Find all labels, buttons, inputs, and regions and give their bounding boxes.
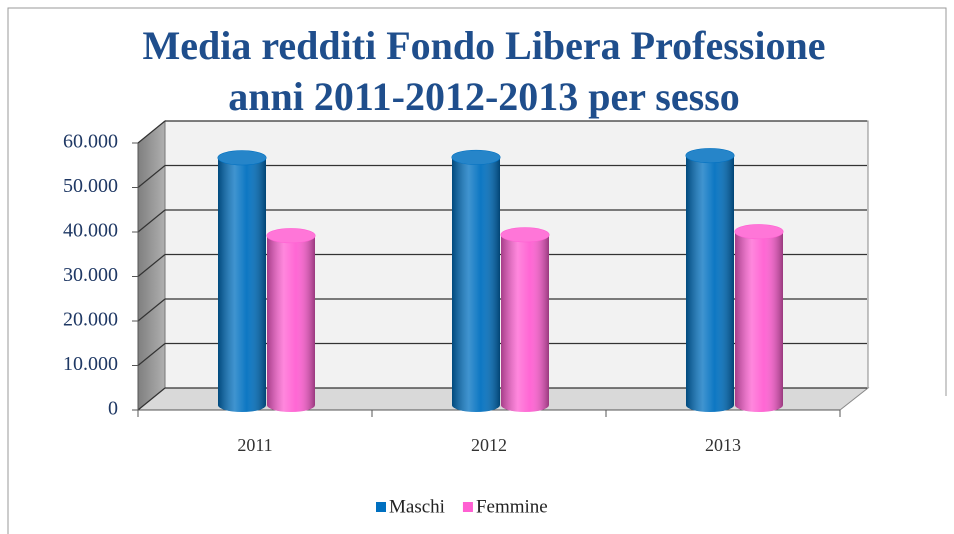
cylinder-top-highlight [267, 228, 315, 243]
y-tick-label: 50.000 [63, 175, 118, 197]
cylinder-top-highlight [735, 224, 783, 239]
cylinder-top [685, 148, 735, 164]
y-tick-label: 10.000 [63, 353, 118, 375]
chart-border [7, 7, 947, 534]
grid-line [137, 209, 166, 233]
chart-subtitle: anni 2011-2012-2013 per sesso [228, 74, 740, 119]
cylinder-top [217, 150, 267, 166]
cylinder-shade [735, 231, 783, 412]
cylinder-shade [501, 234, 549, 412]
grid-line [137, 254, 166, 277]
cylinder-shade [452, 157, 500, 412]
cylinder-shade [686, 155, 734, 412]
chart-title: Media redditi Fondo Libera Professione [143, 23, 826, 68]
grid-line [137, 165, 166, 188]
cylinder-top-highlight [686, 148, 734, 163]
cylinder-shade [267, 235, 315, 412]
cylinder-top-highlight [452, 150, 500, 165]
legend-label: Maschi [389, 496, 445, 517]
grid-line [137, 343, 166, 366]
cylinder-top-highlight [218, 150, 266, 165]
cylinder-shade [218, 157, 266, 412]
legend-label: Femmine [476, 496, 548, 517]
y-tick-label: 60.000 [63, 131, 118, 153]
x-tick-label: 2011 [237, 435, 272, 455]
cylinder-top [266, 228, 316, 244]
legend-swatch [462, 502, 473, 512]
y-tick-label: 0 [108, 398, 118, 420]
y-tick-label: 20.000 [63, 309, 118, 331]
grid-line [137, 298, 166, 322]
legend-swatch [376, 502, 386, 512]
x-tick-label: 2012 [471, 435, 507, 455]
grid-line [137, 120, 166, 144]
cylinder-top-highlight [501, 227, 549, 242]
cylinder-top [500, 227, 550, 243]
y-tick-label: 40.000 [63, 220, 118, 242]
cylinder-top [734, 224, 784, 240]
cylinder-top [451, 149, 501, 165]
x-tick-label: 2013 [705, 435, 741, 455]
y-tick-label: 30.000 [63, 264, 118, 286]
grid-line [137, 387, 166, 411]
